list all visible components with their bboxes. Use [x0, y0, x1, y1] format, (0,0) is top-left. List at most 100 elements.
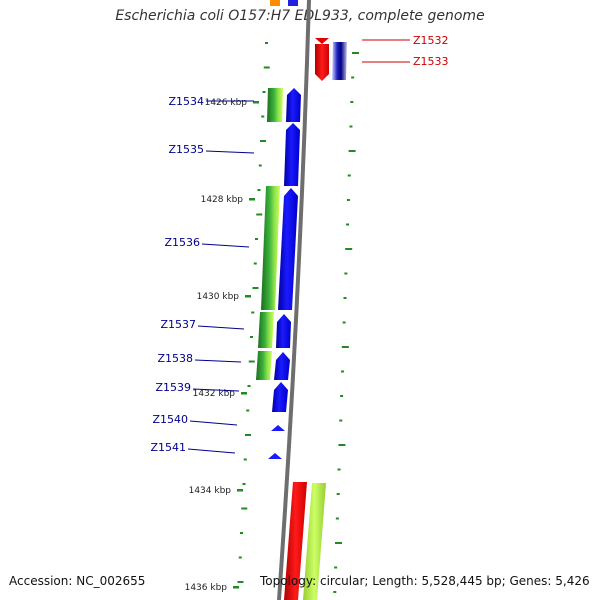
gc-skew-dot: [335, 517, 339, 520]
gc-skew-dot: [252, 287, 259, 289]
genome-backbone: [277, 0, 311, 600]
gc-skew-dot: [248, 360, 255, 363]
gene-fragment-top-blue: [288, 0, 298, 6]
gc-skew-dot: [333, 591, 337, 593]
gene-label-leader: [194, 359, 242, 363]
gc-skew-dot: [346, 223, 350, 226]
gene-Z1538[interactable]: [274, 352, 290, 380]
gene-Z1533[interactable]: [332, 42, 347, 80]
gene-label-Z1536[interactable]: Z1536: [164, 236, 200, 249]
gc-skew-dot: [257, 189, 261, 191]
gc-skew-dot: [243, 458, 247, 461]
gene-label-leader: [189, 420, 238, 426]
gc-skew-dot: [242, 483, 246, 485]
tick-mark: [241, 392, 247, 395]
gc-skew-dot: [342, 321, 346, 324]
gc-block-3: [258, 312, 274, 348]
gc-skew-dot: [262, 91, 266, 93]
gene-Z1541[interactable]: [268, 453, 282, 459]
gc-skew-dot: [351, 76, 355, 79]
gc-skew-dot: [265, 42, 268, 44]
forward-gene-track: [268, 88, 301, 459]
gc-skew-dot: [346, 199, 350, 201]
gc-skew-dot: [263, 66, 270, 69]
tick-label: 1436 kbp: [185, 583, 228, 593]
gc-skew-dot: [339, 419, 343, 422]
gc-skew-dot: [258, 164, 262, 167]
gc-track-right: [333, 52, 359, 593]
gc-skew-dot: [343, 297, 347, 299]
gene-Z1537[interactable]: [276, 314, 291, 348]
tick-label: 1428 kbp: [201, 195, 244, 205]
gc-skew-dot: [334, 566, 338, 569]
gene-label-leader: [192, 388, 240, 392]
gc-block-4: [256, 351, 272, 380]
gc-skew-dot: [350, 101, 354, 103]
gene-label-Z1538[interactable]: Z1538: [157, 352, 193, 365]
gc-skew-dot: [344, 272, 348, 275]
tick-label: 1430 kbp: [197, 292, 240, 302]
gc-skew-dot: [246, 409, 250, 412]
gc-skew-dot: [260, 140, 266, 142]
gc-skew-dot: [347, 174, 351, 177]
gc-skew-dot: [253, 262, 257, 265]
gene-label-leader: [197, 325, 245, 330]
gc-skew-dot: [352, 52, 359, 54]
gene-label-Z1534[interactable]: Z1534: [168, 95, 204, 108]
gene-label-leader: [201, 243, 250, 248]
gene-Z1534[interactable]: [286, 88, 301, 122]
gene-fragment-top: [270, 0, 280, 6]
gc-skew-dot: [241, 507, 248, 510]
genome-summary: Topology: circular; Length: 5,528,445 bp…: [260, 574, 590, 588]
gene-label-Z1532[interactable]: Z1532: [413, 34, 449, 47]
tick-mark: [237, 489, 243, 492]
gene-label-Z1537[interactable]: Z1537: [160, 318, 196, 331]
gc-bottom-lime: [303, 483, 326, 600]
tick-mark: [253, 101, 259, 104]
gc-skew-dot: [256, 213, 263, 216]
gc-skew-dot: [348, 150, 356, 152]
gene-label-Z1540[interactable]: Z1540: [152, 413, 188, 426]
gc-skew-dot: [238, 556, 242, 559]
genes-count-label: Genes: 5,426: [509, 574, 590, 588]
tick-label: 1432 kbp: [193, 389, 236, 399]
gc-skew-dot: [345, 248, 353, 250]
gene-label-Z1533[interactable]: Z1533: [413, 55, 449, 68]
gc-skew-dot: [261, 115, 265, 118]
gc-skew-dot: [349, 125, 353, 128]
gc-skew-dot: [335, 542, 342, 544]
accession-label: Accession: NC_002655: [9, 574, 146, 588]
gene-Z1535[interactable]: [284, 123, 300, 186]
tick-mark: [245, 295, 251, 298]
gene-label-Z1539[interactable]: Z1539: [155, 381, 191, 394]
gene-Z1532[interactable]: [315, 38, 329, 44]
length-label: Length: 5,528,445 bp;: [372, 574, 510, 588]
gc-skew-dot: [336, 493, 340, 495]
gene-Z1539[interactable]: [272, 382, 288, 412]
reverse-gene-track: [315, 38, 347, 81]
gc-skew-dot: [240, 532, 243, 534]
gc-skew-dot: [341, 346, 349, 348]
gc-skew-dot: [250, 336, 253, 338]
gene-label-Z1541[interactable]: Z1541: [150, 441, 186, 454]
tick-mark: [249, 198, 255, 201]
gc-skew-dot: [340, 370, 344, 373]
gene-Z1533-red[interactable]: [315, 44, 329, 81]
gc-skew-dot: [255, 238, 258, 240]
gene-Z1540[interactable]: [271, 425, 285, 431]
topology-label: Topology: circular;: [260, 574, 373, 588]
gc-skew-dot: [251, 311, 255, 314]
gc-track-left: [237, 42, 270, 583]
gene-label-leader: [205, 150, 255, 154]
gene-Z1536[interactable]: [278, 188, 298, 310]
gc-skew-dot: [338, 444, 346, 446]
gc-skew-dot: [247, 385, 251, 387]
gc-content-track: [256, 88, 283, 380]
gene-label-Z1535[interactable]: Z1535: [168, 143, 204, 156]
gc-skew-dot: [245, 434, 251, 436]
gene-bottom-red: [284, 482, 307, 600]
tick-mark: [233, 586, 239, 589]
gc-block-1: [267, 88, 283, 122]
tick-label: 1426 kbp: [205, 98, 248, 108]
